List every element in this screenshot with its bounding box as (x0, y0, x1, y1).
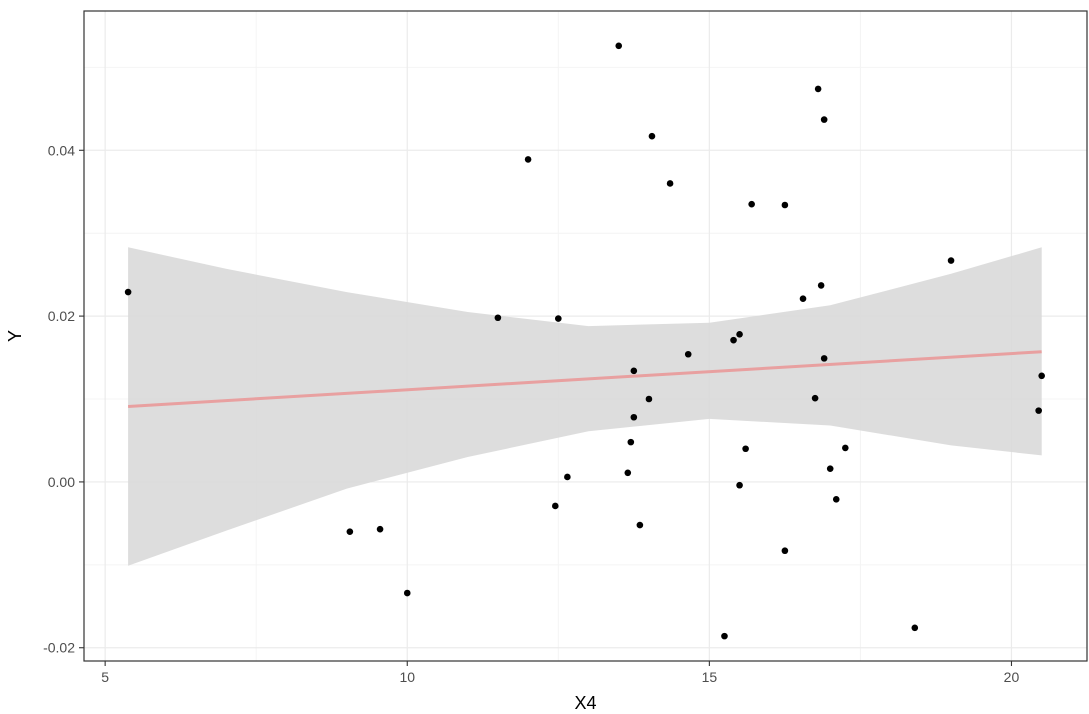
data-point (814, 85, 822, 93)
data-point (551, 502, 559, 510)
data-point (842, 444, 849, 452)
data-point (736, 331, 743, 338)
x-tick-label: 20 (1004, 669, 1020, 685)
data-point (1038, 372, 1045, 380)
data-point (346, 528, 354, 535)
data-point (826, 465, 834, 472)
data-point (721, 632, 728, 640)
data-point (564, 473, 571, 481)
data-point (748, 200, 755, 208)
x-tick-label: 5 (101, 669, 109, 685)
panel-border (83, 10, 1088, 662)
confidence-band (128, 247, 1042, 566)
y-tick-label: -0.02 (43, 640, 75, 656)
y-tick-label: 0.02 (48, 308, 75, 324)
y-axis-title: Y (5, 330, 25, 342)
data-point (630, 367, 638, 375)
data-point (624, 469, 632, 477)
data-point (555, 315, 562, 322)
data-point (832, 496, 840, 503)
data-point (636, 521, 644, 529)
y-tick-label: 0.00 (48, 474, 75, 490)
data-point (615, 42, 623, 50)
data-point (820, 355, 828, 362)
data-point (666, 180, 674, 187)
data-point (811, 394, 819, 402)
data-point (1035, 407, 1042, 414)
data-point (742, 445, 749, 453)
data-point (781, 547, 789, 555)
data-point (124, 288, 132, 296)
y-tick-label: 0.04 (48, 142, 75, 158)
data-point (736, 481, 743, 489)
x-axis-ticks: 5 10 15 20 (101, 661, 1019, 685)
data-point (645, 395, 653, 403)
data-point (947, 257, 955, 264)
data-point (648, 132, 656, 140)
data-point (524, 156, 532, 163)
data-point (684, 350, 692, 358)
data-points (124, 42, 1045, 640)
y-axis-ticks: -0.02 0.00 0.02 0.04 (43, 142, 84, 656)
data-point (730, 336, 737, 344)
data-point (781, 201, 789, 209)
x-tick-label: 10 (399, 669, 415, 685)
data-point (403, 589, 411, 597)
x-tick-label: 15 (702, 669, 718, 685)
data-point (820, 116, 828, 123)
data-point (799, 295, 807, 302)
data-point (630, 413, 638, 421)
regression-line (128, 350, 1042, 408)
data-point (494, 314, 502, 322)
data-point (911, 624, 919, 632)
data-point (817, 282, 825, 289)
data-point (376, 525, 384, 533)
x-axis-title: X4 (574, 693, 596, 713)
data-point (627, 438, 635, 446)
